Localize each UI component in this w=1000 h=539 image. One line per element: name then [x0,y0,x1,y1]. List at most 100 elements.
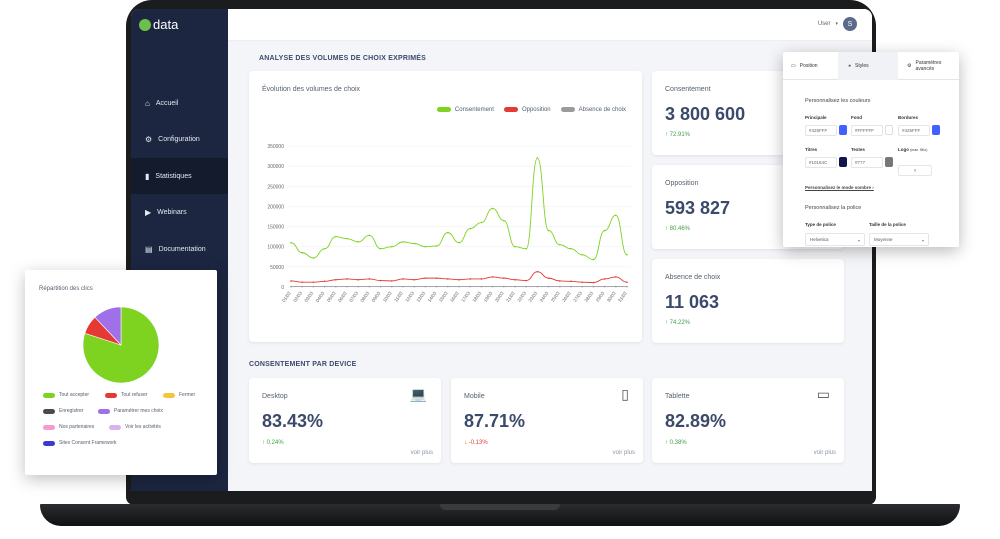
sidebar-item-webinars[interactable]: ▶ Webinars [131,194,228,230]
color-input[interactable]: #777 [851,157,883,168]
sidebar-item-label: Documentation [158,245,206,253]
pie-legend-item[interactable]: Paramétrer mes choix [98,408,163,414]
x-tick-label: 15/03 [438,290,449,303]
data-point [525,279,527,282]
video-icon: ▶ [145,207,152,217]
data-point [626,285,628,288]
color-input[interactable]: #FFFFFF [851,125,883,136]
gear-icon: ⚙ [907,63,912,69]
voir-plus-link[interactable]: voir plus [612,450,635,456]
pie-legend-item[interactable]: Tout accepter [43,392,89,398]
tab-advanced[interactable]: ⚙ Paramètres avancés [901,52,959,80]
color-input[interactable]: #10164C [805,157,837,168]
logo-upload-button[interactable]: ⭱ [898,165,932,176]
data-point [368,234,371,237]
color-swatch[interactable] [885,125,893,135]
kpi-label: Absence de choix [665,274,721,281]
data-point [491,207,494,210]
dark-mode-link[interactable]: Personnalisez le mode sombre › [805,185,874,190]
pie-legend-item[interactable]: Voir les activités [109,424,161,430]
x-tick-label: 05/03 [326,290,337,303]
data-point [514,278,516,281]
color-input[interactable]: #425FFF [898,125,930,136]
device-value: 82.89% [665,411,727,431]
logo-mark-icon [139,18,151,31]
data-point [312,285,315,288]
x-tick-label: 08/03 [360,290,371,303]
pie-legend-item[interactable]: Sites Consent Framework [43,440,117,446]
legend-item[interactable]: Absence de choix [560,107,626,113]
data-point [536,270,539,273]
data-point [559,285,561,288]
clicks-pie-panel: Répartition des clics Tout accepter Tout … [25,270,217,475]
pie-legend-item[interactable]: Fermer [163,392,195,398]
data-point [424,285,427,288]
color-swatch[interactable] [885,157,893,167]
tab-label: Paramètres avancés [915,60,942,72]
data-point [458,241,460,244]
chart-legend: Consentement Opposition Absence de choix [436,107,626,113]
x-tick-label: 20/03 [494,290,505,303]
pie-legend-item[interactable]: Nos partenaires [43,424,94,430]
voir-plus-link[interactable]: voir plus [813,450,836,456]
legend-item[interactable]: Consentement [436,107,494,113]
x-tick-label: 12/03 [404,290,415,303]
y-tick-label: 0 [281,285,284,291]
voir-plus-link[interactable]: voir plus [410,450,433,456]
kpi-value: 593 827 [665,198,731,218]
data-point [536,285,539,288]
tab-position[interactable]: ▭ Position [783,52,838,80]
data-point [525,285,527,288]
font-type-select[interactable]: Helvetica ▾ [805,233,865,246]
kpi-label: Opposition [665,180,699,187]
color-field-label: Fond [851,115,862,120]
color-value: #425FFF [902,128,921,133]
sidebar-item-documentation[interactable]: ▤ Documentation [131,231,228,267]
color-field-label: Principale [805,115,827,120]
data-point [413,285,415,288]
device-label: Tablette [665,393,690,400]
color-input[interactable]: #425FFF [805,125,837,136]
data-point [424,245,427,248]
data-point [346,285,348,288]
sidebar-item-configuration[interactable]: ⚙ Configuration [131,121,228,157]
logo[interactable]: data [139,17,178,32]
font-size-select[interactable]: Moyenne ▾ [869,233,929,246]
sidebar-item-statistiques[interactable]: ▮ Statistiques [131,158,228,194]
device-card: Desktop 💻 83.43% ↑ 0.24% voir plus [249,378,441,463]
data-point [536,157,539,159]
tab-styles[interactable]: ◕ Styles [838,52,898,80]
data-point [323,247,326,250]
x-tick-label: 09/03 [371,290,382,303]
data-point [447,231,449,234]
device-delta: ↑ 0.24% [262,440,284,446]
pie-legend-item[interactable]: Enregistrer [43,408,83,414]
data-point [323,280,326,283]
data-point [402,285,404,288]
legend-swatch [43,392,55,398]
sidebar-item-accueil[interactable]: ⌂ Accueil [131,85,228,121]
color-swatch[interactable] [839,125,847,135]
data-point [581,285,583,288]
legend-item[interactable]: Opposition [503,107,551,113]
logo-field-label: Logo (max. 5Ko) [898,147,928,152]
chevron-down-icon: ▾ [835,21,838,27]
settings-tabs: ▭ Position ◕ Styles ⚙ Paramètres avancés [783,52,959,80]
avatar[interactable]: S [843,17,857,31]
data-point [615,285,617,288]
user-menu[interactable]: User ▾ S [818,17,857,31]
color-swatch[interactable] [839,157,847,167]
data-point [379,247,382,250]
device-delta-value: -0.13% [468,440,488,446]
pie-legend-item[interactable]: Tout refuser [105,392,147,398]
data-point [458,285,460,288]
color-swatch[interactable] [932,125,940,135]
data-point [301,251,303,254]
x-tick-label: 24/03 [539,290,550,303]
x-tick-label: 13/03 [416,290,427,303]
legend-swatch [163,392,175,398]
legend-swatch [43,424,55,430]
legend-label: Tout accepter [59,392,90,398]
device-delta: ↓ -0.13% [464,440,488,446]
pie-chart [82,306,160,384]
